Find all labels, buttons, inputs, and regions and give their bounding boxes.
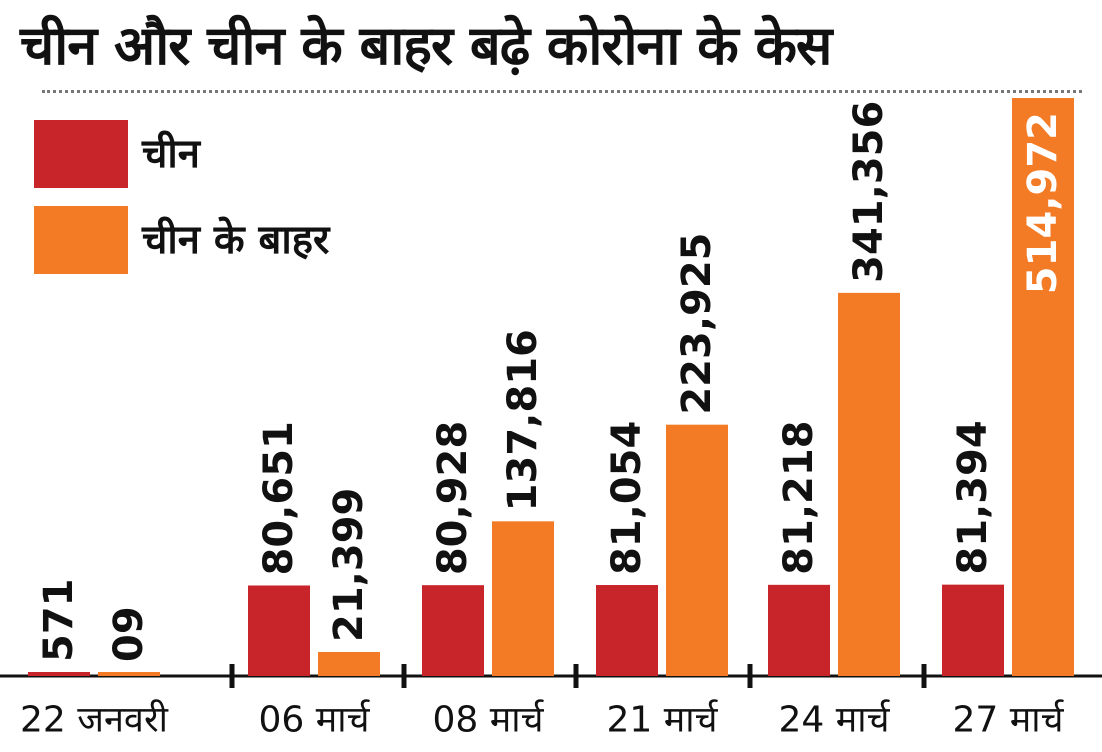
- legend-label-china: चीन: [142, 131, 200, 177]
- bar-china-2: [248, 585, 310, 676]
- value-label-china-4: 81,054: [604, 421, 650, 575]
- x-tick-label-3: 08 मार्च: [433, 699, 545, 741]
- title-divider: [42, 90, 1082, 93]
- bar-china-3: [422, 585, 484, 676]
- bar-outside-china-4: [666, 424, 728, 676]
- value-label-outside-china-1: 09: [106, 606, 152, 662]
- legend-label-outside-china: चीन के बाहर: [142, 217, 330, 263]
- bar-china-5: [768, 584, 830, 676]
- x-tick-label-5: 24 मार्च: [779, 699, 891, 741]
- legend-swatch-china: [34, 120, 128, 188]
- x-tick-label-2: 06 मार्च: [259, 699, 371, 741]
- bar-china-4: [596, 585, 658, 676]
- bar-outside-china-1: [98, 672, 160, 676]
- legend-swatch-outside-china: [34, 206, 128, 274]
- x-tick-label-1: 22 जनवरी: [20, 699, 169, 741]
- bar-outside-china-2: [318, 651, 380, 676]
- value-label-outside-china-4: 223,925: [674, 232, 720, 414]
- value-label-china-1: 571: [36, 579, 82, 663]
- x-tick-label-4: 21 मार्च: [607, 699, 719, 741]
- value-label-outside-china-6: 514,972: [1020, 112, 1066, 294]
- value-label-outside-china-5: 341,356: [846, 101, 892, 283]
- x-tick-label-6: 27 मार्च: [953, 699, 1065, 741]
- value-label-china-3: 80,928: [430, 421, 476, 575]
- bar-outside-china-3: [492, 521, 554, 676]
- bar-outside-china-6: [1012, 98, 1074, 676]
- chart-title: चीन और चीन के बाहर बढ़े कोरोना के केस: [20, 14, 832, 77]
- value-label-china-6: 81,394: [950, 420, 996, 574]
- bar-china-6: [942, 584, 1004, 676]
- value-label-outside-china-2: 21,399: [326, 488, 372, 642]
- bar-outside-china-5: [838, 292, 900, 676]
- bar-china-1: [28, 672, 90, 676]
- value-label-china-5: 81,218: [776, 420, 822, 574]
- value-label-outside-china-3: 137,816: [500, 329, 546, 511]
- value-label-china-2: 80,651: [256, 421, 302, 575]
